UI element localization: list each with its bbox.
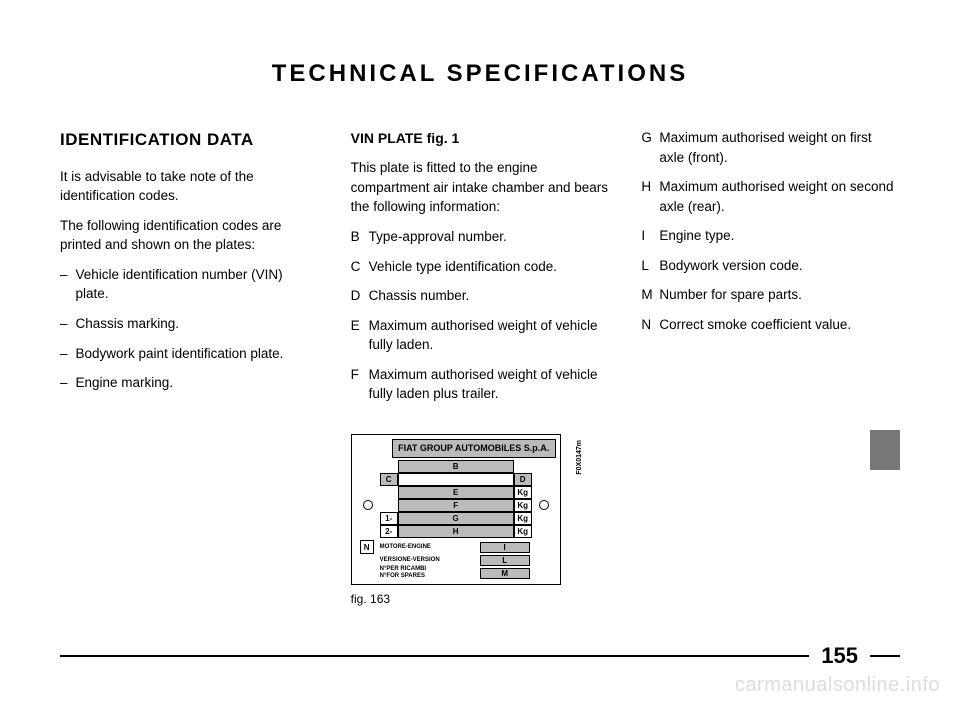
watermark: carmanualsonline.info (735, 674, 940, 697)
item-val: Maximum authorised weight of vehicle ful… (369, 316, 610, 355)
plate-hole-left (363, 500, 373, 510)
plate-cell-i: I (480, 542, 530, 553)
item-key: E (351, 316, 369, 355)
plate-diagram: FIAT GROUP AUTOMOBILES S.p.A. B C D (351, 434, 561, 585)
list-item: HMaximum authorised weight on second axl… (641, 177, 900, 216)
plate-kg: Kg (514, 486, 532, 499)
list-item: LBodywork version code. (641, 256, 900, 276)
plate-versione-label: VERSIONE-VERSION (380, 557, 480, 564)
figure-caption: fig. 163 (351, 591, 571, 608)
item-key: D (351, 286, 369, 306)
plate-motore-label: MOTORE-ENGINE (380, 544, 480, 551)
item-key: F (351, 365, 369, 404)
list-item: MNumber for spare parts. (641, 285, 900, 305)
item-val: Engine type. (659, 226, 734, 246)
vin-plate-figure: F0X0147m FIAT GROUP AUTOMOBILES S.p.A. B (351, 434, 571, 608)
plate-1: 1- (380, 512, 398, 525)
item-val: Maximum authorised weight of vehicle ful… (369, 365, 610, 404)
column-3: GMaximum authorised weight on first axle… (641, 128, 900, 608)
list-item: FMaximum authorised weight of vehicle fu… (351, 365, 610, 404)
plate-kg: Kg (514, 512, 532, 525)
list-item: Chassis marking. (60, 314, 319, 334)
plate-cell-b: B (398, 460, 514, 473)
plate-ricambi-label: N°PER RICAMBI N°FOR SPARES (380, 566, 480, 580)
column-1: IDENTIFICATION DATA It is advisable to t… (60, 128, 319, 608)
item-val: Correct smoke coefficient value. (659, 315, 851, 335)
list-item: NCorrect smoke coefficient value. (641, 315, 900, 335)
col2-p1: This plate is fitted to the engine compa… (351, 158, 610, 217)
plate-cell-e: E (398, 486, 514, 499)
item-key: H (641, 177, 659, 216)
list-item: IEngine type. (641, 226, 900, 246)
item-key: L (641, 256, 659, 276)
plate-cell-m: M (480, 568, 530, 579)
item-val: Maximum authorised weight on first axle … (659, 128, 900, 167)
figure-code: F0X0147m (575, 440, 585, 475)
item-val: Maximum authorised weight on second axle… (659, 177, 900, 216)
item-val: Chassis number. (369, 286, 470, 306)
plate-cell-f: F (398, 499, 514, 512)
plate-cell-h: H (398, 525, 514, 538)
list-item: CVehicle type identification code. (351, 257, 610, 277)
list-item-text: Chassis marking. (76, 314, 180, 334)
item-key: B (351, 227, 369, 247)
list-item: EMaximum authorised weight of vehicle fu… (351, 316, 610, 355)
section-tab (870, 430, 900, 470)
col3-list: GMaximum authorised weight on first axle… (641, 128, 900, 335)
plate-hole-right (539, 500, 549, 510)
item-key: N (641, 315, 659, 335)
list-item: DChassis number. (351, 286, 610, 306)
col1-p2: The following identification codes are p… (60, 216, 319, 255)
plate-cell-g: G (398, 512, 514, 525)
list-item-text: Vehicle identification number (VIN) plat… (76, 265, 319, 304)
list-item: Engine marking. (60, 373, 319, 393)
item-key: C (351, 257, 369, 277)
vin-plate-heading: VIN PLATE fig. 1 (351, 128, 610, 148)
list-item-text: Engine marking. (76, 373, 174, 393)
plate-cell-c: C (380, 473, 398, 486)
plate-header: FIAT GROUP AUTOMOBILES S.p.A. (392, 439, 556, 458)
footer: 155 (60, 643, 900, 669)
item-key: G (641, 128, 659, 167)
plate-kg: Kg (514, 525, 532, 538)
footer-line-left (60, 655, 809, 657)
plate-2: 2- (380, 525, 398, 538)
item-val: Bodywork version code. (659, 256, 802, 276)
page-number: 155 (809, 643, 870, 669)
plate-cell-l: L (480, 555, 530, 566)
list-item: BType-approval number. (351, 227, 610, 247)
col2-list: BType-approval number. CVehicle type ide… (351, 227, 610, 404)
plate-cell-d: D (514, 473, 532, 486)
col1-p1: It is advisable to take note of the iden… (60, 167, 319, 206)
list-item-text: Bodywork paint identification plate. (76, 344, 284, 364)
list-item: Vehicle identification number (VIN) plat… (60, 265, 319, 304)
identification-heading: IDENTIFICATION DATA (60, 128, 319, 153)
item-key: M (641, 285, 659, 305)
page: TECHNICAL SPECIFICATIONS IDENTIFICATION … (0, 0, 960, 709)
col1-list: Vehicle identification number (VIN) plat… (60, 265, 319, 393)
item-key: I (641, 226, 659, 246)
plate-kg: Kg (514, 499, 532, 512)
item-val: Number for spare parts. (659, 285, 802, 305)
list-item: GMaximum authorised weight on first axle… (641, 128, 900, 167)
list-item: Bodywork paint identification plate. (60, 344, 319, 364)
column-2: VIN PLATE fig. 1 This plate is fitted to… (351, 128, 610, 608)
content-columns: IDENTIFICATION DATA It is advisable to t… (60, 128, 900, 608)
footer-line-right (870, 655, 900, 657)
item-val: Type-approval number. (369, 227, 507, 247)
plate-n-box: N (360, 540, 374, 554)
item-val: Vehicle type identification code. (369, 257, 557, 277)
page-title: TECHNICAL SPECIFICATIONS (60, 60, 900, 88)
